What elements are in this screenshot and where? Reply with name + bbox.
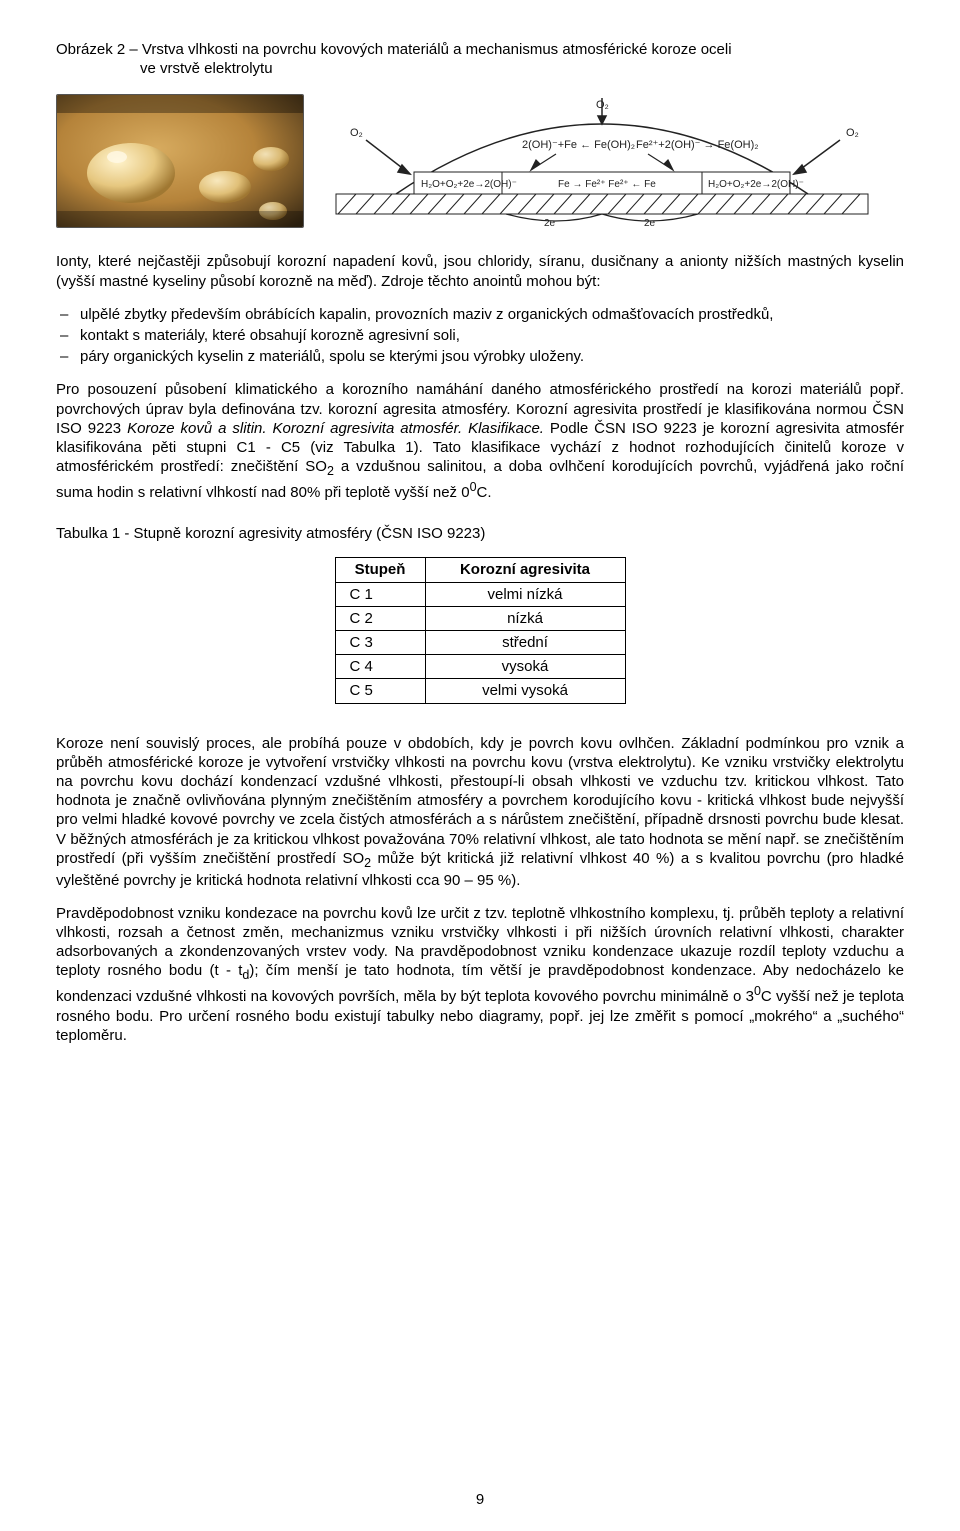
diagram-label-substr-right: H₂O+O₂+2e→2(OH)⁻ (708, 179, 804, 190)
table-cell: nízká (425, 606, 625, 630)
para-pravdepodobnost: Pravděpodobnost vzniku kondezace na povr… (56, 904, 904, 1045)
diagram-label-2e-left: 2e (544, 218, 556, 228)
table-cell: C 5 (335, 679, 425, 703)
table-row: C 3 střední (335, 631, 625, 655)
figure-2-caption-sub: ve vrstvě elektrolytu (56, 59, 904, 78)
bullet-item: ulpělé zbytky především obrábících kapal… (56, 305, 904, 324)
table-cell: vysoká (425, 655, 625, 679)
page-number: 9 (0, 1490, 960, 1509)
table-cell: velmi vysoká (425, 679, 625, 703)
table-cell: střední (425, 631, 625, 655)
table-cell: C 4 (335, 655, 425, 679)
figure-2-caption-title: Obrázek 2 – Vrstva vlhkosti na povrchu k… (56, 41, 732, 58)
diagram-label-oh-left: 2(OH)⁻+Fe ← Fe(OH)₂ (522, 139, 635, 151)
para-posouzeni: Pro posouzení působení klimatického a ko… (56, 380, 904, 502)
figure-2-row: O₂ O₂ O₂ 2(OH)⁻+Fe ← Fe(OH)₂ Fe²⁺+2(OH)⁻… (56, 94, 904, 228)
para-ionty: Ionty, které nejčastěji způsobují korozn… (56, 252, 904, 290)
diagram-label-o2-top: O₂ (596, 99, 609, 111)
table-row: C 4 vysoká (335, 655, 625, 679)
bullet-item: páry organických kyselin z materiálů, sp… (56, 347, 904, 366)
bullet-list: ulpělé zbytky především obrábících kapal… (56, 305, 904, 367)
table-cell: C 1 (335, 582, 425, 606)
diagram-label-fe-right: Fe²⁺+2(OH)⁻ → Fe(OH)₂ (636, 139, 759, 151)
table-1: Stupeň Korozní agresivita C 1 velmi nízk… (335, 557, 626, 703)
diagram-label-o2-right: O₂ (846, 127, 859, 139)
table-1-caption: Tabulka 1 - Stupně korozní agresivity at… (56, 524, 904, 543)
diagram-label-substr-left: H₂O+O₂+2e→2(OH)⁻ (421, 179, 517, 190)
table-cell: velmi nízká (425, 582, 625, 606)
figure-2-photo (56, 94, 304, 228)
figure-2-caption: Obrázek 2 – Vrstva vlhkosti na povrchu k… (56, 40, 904, 78)
bullet-item: kontakt s materiály, které obsahují koro… (56, 326, 904, 345)
table-header: Korozní agresivita (425, 558, 625, 582)
table-cell: C 2 (335, 606, 425, 630)
table-row: C 1 velmi nízká (335, 582, 625, 606)
table-row: C 5 velmi vysoká (335, 679, 625, 703)
figure-2-diagram: O₂ O₂ O₂ 2(OH)⁻+Fe ← Fe(OH)₂ Fe²⁺+2(OH)⁻… (326, 94, 878, 228)
table-row: C 2 nízká (335, 606, 625, 630)
table-header: Stupeň (335, 558, 425, 582)
table-cell: C 3 (335, 631, 425, 655)
para-koroze: Koroze není souvislý proces, ale probíhá… (56, 734, 904, 890)
diagram-label-fe-center: Fe → Fe²⁺ Fe²⁺ ← Fe (558, 179, 656, 190)
diagram-label-2e-right: 2e (644, 218, 656, 228)
diagram-label-o2-left: O₂ (350, 127, 363, 139)
